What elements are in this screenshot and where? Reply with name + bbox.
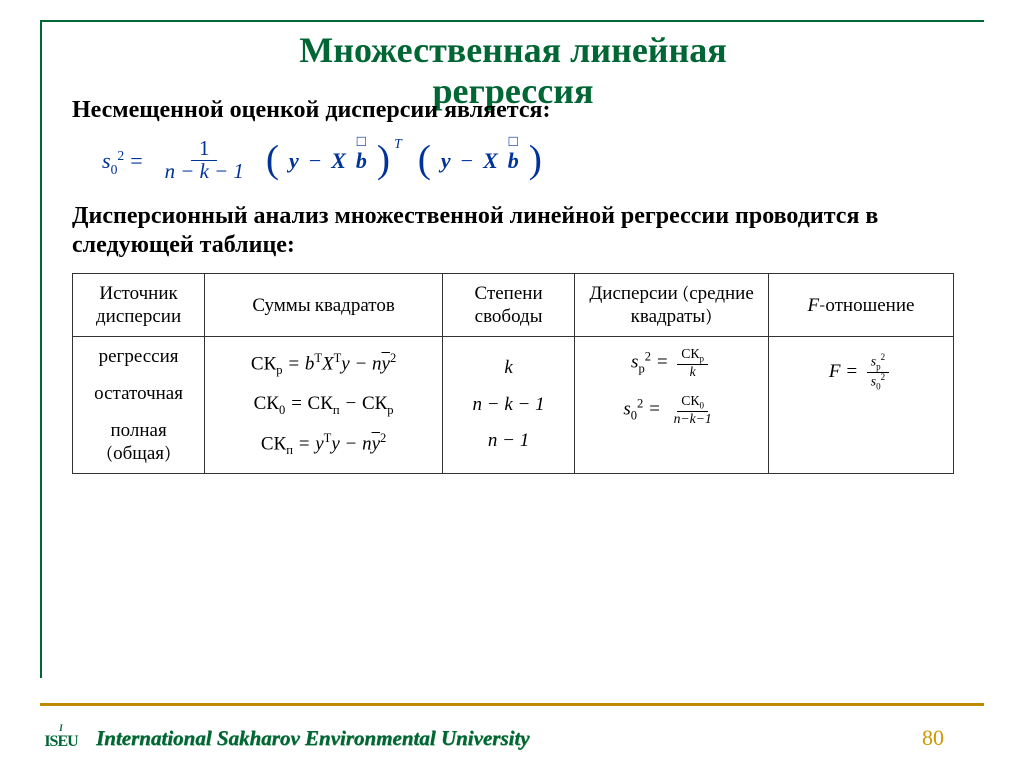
hat-glyph-2: □	[509, 133, 518, 151]
fraction: 1 n − k − 1	[157, 138, 252, 183]
cell-ms: sр2 = СКр k s02 = СК0 n−k−1	[575, 337, 769, 473]
title-line-1: Множественная линейная	[299, 30, 727, 70]
f-suffix: -отношение	[819, 294, 914, 316]
logo-top: I	[59, 725, 63, 732]
denominator: n − k − 1	[165, 159, 244, 183]
ss-residual: СК0 = СКп − СКр	[254, 393, 394, 418]
ss-total: СКп = yTy − ny2	[261, 431, 386, 458]
footer: I ISEU International Sakharov Environmen…	[40, 703, 984, 758]
anova-table-wrap: Источник дисперсии Суммы квадратов Степе…	[72, 273, 954, 473]
df-residual: n − k − 1	[473, 394, 545, 417]
ms-regression: sр2 = СКр k	[631, 347, 712, 380]
numerator: 1	[191, 138, 217, 161]
anova-table: Источник дисперсии Суммы квадратов Степе…	[72, 273, 954, 473]
vec-b-1: b	[356, 148, 367, 173]
paren-close-2: )	[529, 136, 542, 182]
content-region: Несмещенной оценкой дисперсии является: …	[42, 97, 984, 474]
th-ms: Дисперсии (средние квадраты)	[575, 274, 769, 337]
minus-2: −	[461, 148, 473, 174]
transpose-t: T	[394, 136, 402, 152]
minus-1: −	[309, 148, 321, 174]
cell-sources: регрессия остаточная полная (общая)	[73, 337, 205, 473]
th-f: F-отношение	[768, 274, 953, 337]
cell-df: k n − k − 1 n − 1	[443, 337, 575, 473]
paren-close-1: )	[377, 136, 390, 182]
variance-formula: s02 = 1 n − k − 1 ( y − X b □ ) T ( y − …	[102, 138, 954, 184]
label-residual: остаточная	[94, 382, 183, 405]
table-header-row: Источник дисперсии Суммы квадратов Степе…	[73, 274, 954, 337]
th-ss: Суммы квадратов	[205, 274, 443, 337]
label-total-b: (общая)	[106, 442, 172, 464]
page-number: 80	[922, 725, 944, 751]
b-hat-2: b □	[508, 148, 519, 174]
df-regression: k	[504, 357, 512, 380]
paren-open-2: (	[418, 136, 431, 182]
ms-total-empty	[669, 440, 673, 463]
cell-fratio: F = sр2 s02	[768, 337, 953, 473]
mat-x-1: X	[331, 148, 346, 174]
table-data-row: регрессия остаточная полная (общая) СКр …	[73, 337, 954, 473]
paren-open-1: (	[266, 136, 279, 182]
formula-lhs: s02 =	[102, 148, 143, 174]
sup-2: 2	[117, 148, 124, 163]
f-italic: F	[808, 295, 820, 316]
hat-glyph-1: □	[357, 133, 366, 151]
iseu-logo: I ISEU	[40, 718, 82, 758]
ms-residual: s02 = СК0 n−k−1	[623, 394, 719, 427]
label-total-a: полная	[110, 419, 166, 441]
th-df: Степени свободы	[443, 274, 575, 337]
label-total: полная (общая)	[106, 419, 172, 465]
mat-x-2: X	[483, 148, 498, 174]
b-hat-1: b □	[356, 148, 367, 174]
intro-text-1: Несмещенной оценкой дисперсии является:	[72, 97, 954, 124]
label-regression: регрессия	[99, 345, 179, 368]
vec-y-1: y	[289, 148, 299, 174]
cell-ss: СКр = bTXTy − ny2 СК0 = СКп − СКр СКп = …	[205, 337, 443, 473]
f-ratio-formula: F = sр2 s02	[829, 361, 893, 382]
slide-frame: Множественная линейная регрессия Несмеще…	[40, 20, 984, 678]
university-name: International Sakharov Environmental Uni…	[96, 726, 530, 751]
logo-letters: ISEU	[44, 733, 77, 751]
sub-0: 0	[111, 162, 118, 177]
var-s: s	[102, 148, 111, 173]
ss-regression: СКр = bTXTy − ny2	[251, 351, 396, 378]
df-total: n − 1	[488, 430, 529, 453]
vec-y-2: y	[441, 148, 451, 174]
vec-b-2: b	[508, 148, 519, 173]
equals: =	[130, 148, 142, 174]
intro-text-2: Дисперсионный анализ множественной линей…	[72, 202, 954, 260]
th-source: Источник дисперсии	[73, 274, 205, 337]
